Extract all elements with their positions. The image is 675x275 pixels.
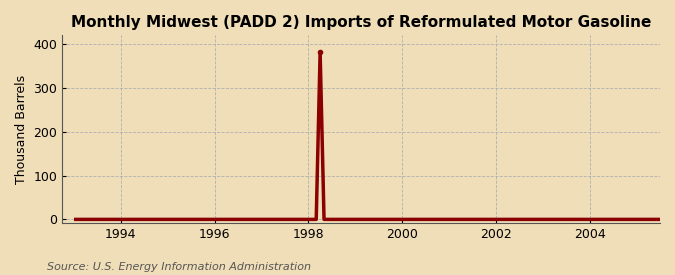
Text: Source: U.S. Energy Information Administration: Source: U.S. Energy Information Administ… [47,262,311,272]
Title: Monthly Midwest (PADD 2) Imports of Reformulated Motor Gasoline: Monthly Midwest (PADD 2) Imports of Refo… [71,15,651,30]
Y-axis label: Thousand Barrels: Thousand Barrels [15,75,28,184]
